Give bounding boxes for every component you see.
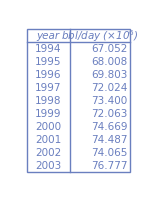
Text: 74.065: 74.065 bbox=[91, 148, 127, 158]
Text: 67.052: 67.052 bbox=[91, 44, 127, 54]
Text: 72.024: 72.024 bbox=[91, 83, 127, 93]
Text: 76.777: 76.777 bbox=[91, 161, 127, 171]
Text: 72.063: 72.063 bbox=[91, 109, 127, 119]
Text: 1996: 1996 bbox=[35, 70, 61, 80]
Text: 74.487: 74.487 bbox=[91, 135, 127, 145]
Text: 69.803: 69.803 bbox=[91, 70, 127, 80]
Text: 1995: 1995 bbox=[35, 57, 61, 67]
Text: 1994: 1994 bbox=[35, 44, 61, 54]
Text: 1999: 1999 bbox=[35, 109, 61, 119]
Text: year: year bbox=[37, 31, 60, 41]
Text: 1997: 1997 bbox=[35, 83, 61, 93]
Bar bbox=[26, 29, 130, 172]
Text: 2002: 2002 bbox=[35, 148, 61, 158]
Text: 1998: 1998 bbox=[35, 96, 61, 106]
Text: bbl/day ($\times$10$^6$): bbl/day ($\times$10$^6$) bbox=[61, 28, 139, 44]
Text: 2001: 2001 bbox=[35, 135, 61, 145]
Text: 68.008: 68.008 bbox=[91, 57, 127, 67]
Text: 2003: 2003 bbox=[35, 161, 61, 171]
Text: 2000: 2000 bbox=[35, 122, 61, 132]
Text: 74.669: 74.669 bbox=[91, 122, 127, 132]
Text: 73.400: 73.400 bbox=[91, 96, 127, 106]
